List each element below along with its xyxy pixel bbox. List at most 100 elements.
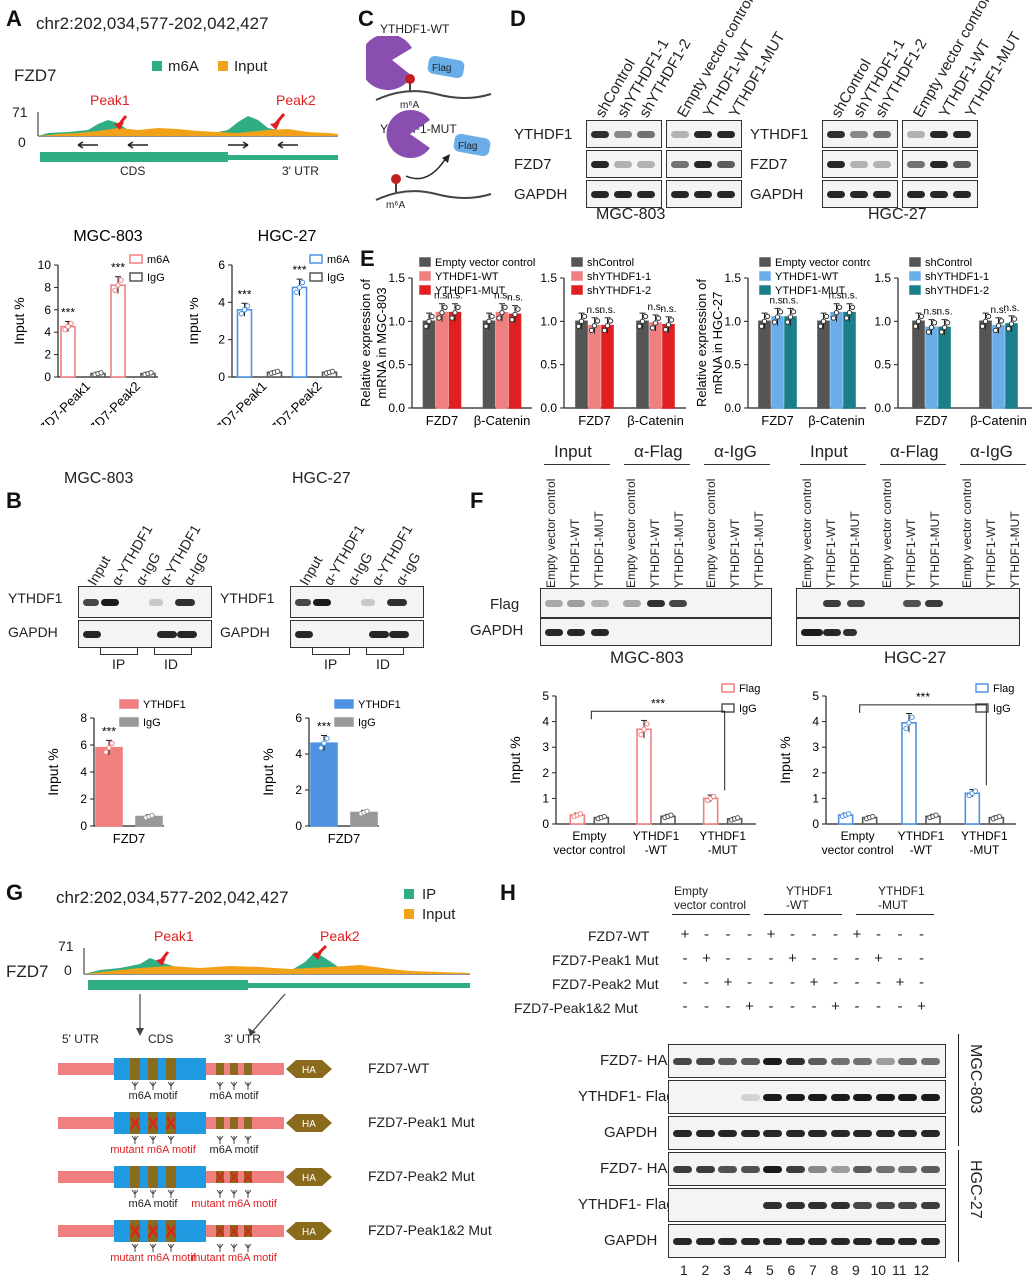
- h-plus-minus: -: [768, 998, 774, 1015]
- data-point: [321, 740, 327, 746]
- f-lane-label: YTHDF1-WT: [728, 518, 742, 588]
- d-row-label: GAPDH: [750, 186, 804, 203]
- x-tick-label: YTHDF1: [699, 829, 746, 843]
- significance-label: n.s.: [599, 305, 615, 316]
- y-tick-label: 0.0: [540, 401, 557, 415]
- blot-band: [830, 1057, 850, 1065]
- x-tick-label: β-Catenin: [808, 413, 865, 428]
- data-point: [710, 793, 717, 800]
- data-point: [906, 720, 912, 726]
- blot-band: [875, 1165, 895, 1173]
- h-plus-minus: -: [854, 998, 860, 1015]
- legend-swatch: [975, 703, 989, 713]
- bar: [649, 322, 662, 409]
- h-plus-minus: -: [768, 950, 774, 967]
- data-point: [644, 721, 650, 727]
- bar: [636, 320, 649, 409]
- blot-band: [313, 598, 331, 606]
- legend-swatch: [759, 285, 771, 295]
- blot-band: [875, 1057, 895, 1065]
- x-tick-label: YTHDF1: [898, 829, 945, 843]
- peak2-label: Peak2: [276, 92, 316, 108]
- blot-band: [875, 1093, 895, 1101]
- h-plus-minus: +: [723, 974, 733, 991]
- panel-label-f: F: [470, 488, 484, 513]
- g-legend-input: Input: [404, 906, 455, 923]
- x-tick-label: FZD7-Peak2: [80, 379, 143, 425]
- data-point: [996, 813, 1003, 820]
- data-point: [238, 310, 245, 317]
- blot-band: [873, 130, 891, 138]
- h-row-label: GAPDH: [604, 1232, 658, 1249]
- d-hgc-title: HGC-27: [868, 206, 927, 223]
- data-point: [65, 323, 71, 330]
- bar: [925, 326, 938, 409]
- x-tick-label: YTHDF1: [961, 829, 1008, 843]
- blot-band: [827, 130, 845, 138]
- blot-band: [717, 190, 735, 198]
- b-row-label: YTHDF1: [220, 590, 275, 606]
- legend-entry: YTHDF1-MUT: [435, 285, 506, 297]
- d-blot-left: [586, 120, 662, 148]
- data-point: [918, 313, 925, 320]
- data-point: [941, 324, 948, 331]
- h-plus-minus: -: [919, 950, 924, 967]
- significance-label: ***: [916, 690, 930, 704]
- h-plus-minus: -: [897, 926, 903, 943]
- f-group-line: [544, 464, 610, 465]
- blot-band: [907, 130, 925, 138]
- h-group-label: -WT: [786, 898, 809, 912]
- bar: [830, 311, 843, 409]
- y-tick-label: 2: [295, 783, 302, 797]
- svg-text:m6A motif: m6A motif: [210, 1144, 260, 1154]
- svg-text:mutant m6A motif: mutant m6A motif: [191, 1252, 278, 1262]
- data-point: [638, 731, 644, 738]
- svg-text:Flag: Flag: [432, 63, 451, 74]
- blot-band: [591, 599, 609, 607]
- g-cds: CDS: [148, 1032, 174, 1046]
- h-plus-minus: +: [745, 998, 754, 1015]
- legend-entry: YTHDF1-MUT: [775, 285, 846, 297]
- x-tick-label: FZD7: [578, 413, 611, 428]
- data-point: [982, 318, 989, 325]
- h-plus-minus: +: [766, 926, 776, 943]
- svg-text:X: X: [215, 1223, 225, 1239]
- f-group-line: [800, 464, 866, 465]
- d-blot-left: [822, 120, 898, 148]
- h-row-label: FZD7- HA: [600, 1160, 668, 1177]
- blot-band: [953, 190, 971, 198]
- significance-label: ***: [292, 263, 306, 277]
- y-axis-label: mRNA in MGC-803: [374, 287, 389, 398]
- data-point: [869, 813, 876, 820]
- data-point: [636, 323, 643, 329]
- data-point: [836, 304, 843, 311]
- y-tick-label: 0.5: [724, 358, 741, 372]
- y-tick-label: 4: [295, 747, 302, 761]
- ip-label: IP: [324, 656, 338, 672]
- h-plus-minus: -: [682, 950, 688, 967]
- blot-band: [101, 598, 119, 606]
- h-plus-minus: -: [725, 926, 731, 943]
- blot-band: [850, 190, 868, 198]
- svg-text:mutant m6A motif: mutant m6A motif: [191, 1198, 278, 1208]
- svg-text:HA: HA: [302, 1119, 316, 1130]
- legend-swatch: [571, 271, 583, 281]
- svg-text:X: X: [243, 1169, 253, 1185]
- blot-band: [843, 628, 857, 636]
- legend-swatch: [975, 683, 989, 693]
- legend-entry: m6A: [327, 254, 350, 266]
- data-point: [817, 323, 824, 329]
- h-group-label: YTHDF1: [878, 884, 925, 898]
- bar: [843, 311, 856, 409]
- blot-band: [898, 1057, 917, 1065]
- y-tick-label: 5: [812, 689, 819, 703]
- legend-m6a: m6A: [152, 58, 199, 75]
- d-mgc-title: MGC-803: [596, 206, 666, 223]
- d-row-label: YTHDF1: [750, 126, 809, 143]
- y-tick-label: 0: [218, 370, 225, 384]
- y-axis-label: Input %: [260, 748, 276, 795]
- legend-entry: IgG: [147, 272, 165, 284]
- significance-label: n.s.: [586, 305, 602, 316]
